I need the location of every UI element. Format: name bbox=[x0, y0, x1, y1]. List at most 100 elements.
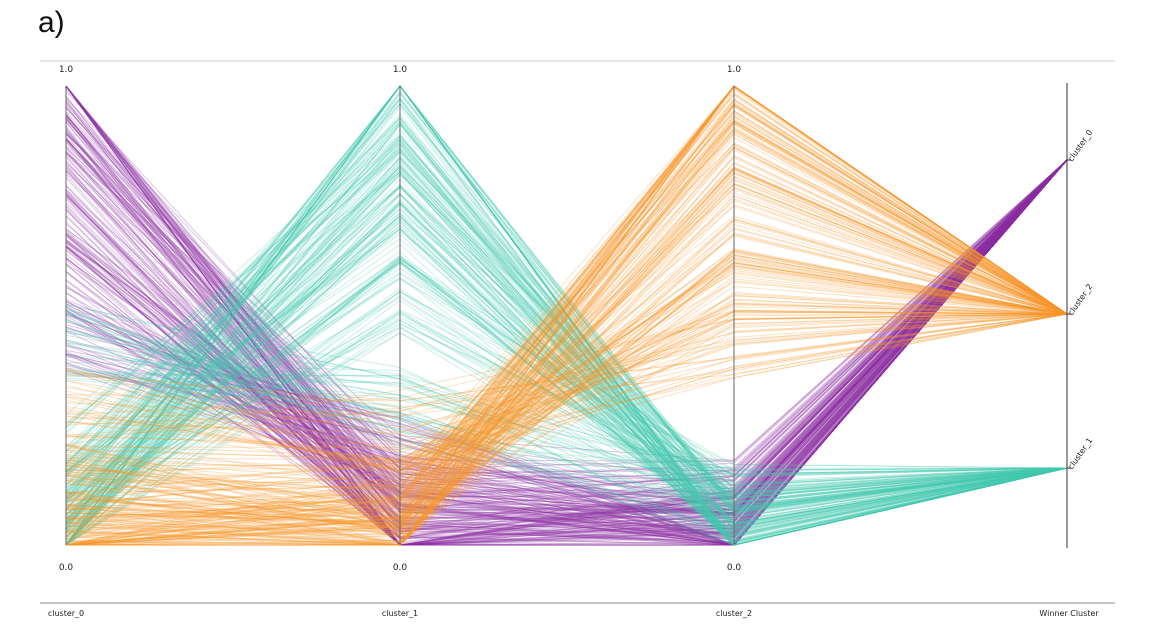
data-line bbox=[65, 128, 1068, 546]
data-line bbox=[65, 193, 1068, 546]
data-line bbox=[65, 171, 1068, 546]
data-line bbox=[65, 167, 1068, 546]
data-line bbox=[65, 159, 1068, 540]
data-line bbox=[65, 313, 1068, 415]
data-line bbox=[65, 159, 1068, 546]
data-line bbox=[65, 161, 1068, 546]
data-line bbox=[65, 167, 1068, 528]
category-label: cluster_2 bbox=[1066, 282, 1094, 317]
data-line bbox=[65, 134, 1068, 546]
data-line bbox=[65, 228, 1068, 546]
data-line bbox=[65, 93, 1068, 538]
data-line bbox=[65, 85, 1068, 546]
data-line bbox=[65, 159, 1068, 539]
data-line bbox=[65, 132, 1068, 511]
data-line bbox=[65, 163, 1068, 546]
data-line bbox=[65, 85, 1068, 545]
data-line bbox=[65, 168, 1068, 543]
data-line bbox=[65, 313, 1068, 402]
data-line bbox=[65, 101, 1068, 546]
data-line bbox=[65, 159, 1068, 546]
data-line bbox=[65, 85, 1068, 546]
data-line bbox=[65, 159, 1068, 534]
data-line bbox=[65, 94, 1068, 524]
data-line bbox=[65, 262, 1068, 530]
data-line bbox=[65, 353, 1068, 499]
data-line bbox=[65, 116, 1068, 546]
data-line bbox=[65, 85, 1068, 543]
data-line bbox=[65, 85, 1068, 515]
data-line bbox=[65, 156, 1068, 540]
data-line bbox=[65, 266, 1068, 516]
data-line bbox=[65, 140, 1068, 546]
data-line bbox=[65, 110, 1068, 526]
data-line bbox=[65, 159, 1068, 546]
data-line bbox=[65, 113, 1068, 546]
data-line bbox=[65, 99, 1068, 546]
axis-min-label: 0.0 bbox=[59, 563, 74, 573]
data-line bbox=[65, 159, 1068, 482]
data-line bbox=[65, 85, 1068, 546]
data-line bbox=[65, 85, 1068, 532]
data-line bbox=[65, 85, 1068, 545]
data-line bbox=[66, 123, 1068, 546]
data-line bbox=[65, 159, 1068, 498]
data-line bbox=[65, 159, 1068, 515]
data-line bbox=[65, 159, 1068, 546]
data-line bbox=[65, 157, 1068, 546]
data-line bbox=[65, 92, 1068, 540]
data-line bbox=[65, 97, 1068, 511]
data-line bbox=[65, 159, 1068, 546]
data-line bbox=[65, 313, 1068, 472]
data-line bbox=[66, 170, 1068, 546]
data-line bbox=[65, 131, 1068, 546]
data-line bbox=[65, 303, 1068, 451]
data-line bbox=[65, 165, 1068, 546]
data-line bbox=[65, 159, 1068, 544]
data-line bbox=[65, 204, 1068, 535]
data-line bbox=[65, 85, 1068, 526]
data-line bbox=[65, 121, 1068, 528]
data-line bbox=[65, 183, 1068, 523]
data-line bbox=[65, 159, 1068, 533]
data-line bbox=[65, 85, 1068, 546]
data-line bbox=[65, 169, 1068, 546]
data-line bbox=[65, 175, 1068, 546]
data-line bbox=[65, 233, 1068, 521]
data-line bbox=[65, 218, 1068, 535]
data-line bbox=[65, 137, 1068, 545]
data-line bbox=[65, 115, 1068, 546]
data-line bbox=[65, 136, 1068, 519]
data-line bbox=[65, 183, 1068, 546]
panel-label: a) bbox=[38, 6, 65, 39]
data-line bbox=[65, 120, 1068, 546]
data-line bbox=[65, 147, 1068, 537]
data-line bbox=[65, 313, 1068, 402]
data-line bbox=[65, 159, 1068, 546]
data-line bbox=[65, 133, 1068, 546]
data-line bbox=[65, 131, 1068, 546]
data-line bbox=[65, 131, 1068, 515]
data-line bbox=[65, 132, 1068, 546]
data-line bbox=[65, 112, 1068, 538]
data-line bbox=[65, 103, 1068, 546]
data-line bbox=[65, 159, 1068, 514]
data-line bbox=[65, 87, 1068, 534]
data-line bbox=[65, 313, 1068, 466]
data-line bbox=[65, 120, 1068, 524]
data-line bbox=[65, 159, 1068, 505]
data-line bbox=[65, 205, 1068, 491]
data-line bbox=[65, 117, 1068, 520]
data-line bbox=[65, 134, 1068, 537]
data-line bbox=[65, 277, 1068, 498]
data-line bbox=[65, 159, 1068, 507]
data-line bbox=[65, 159, 1068, 535]
data-line bbox=[65, 85, 1068, 546]
data-line bbox=[65, 186, 1068, 500]
data-line bbox=[65, 215, 1068, 546]
data-line bbox=[65, 85, 1068, 546]
data-line bbox=[65, 159, 1068, 492]
data-line bbox=[65, 159, 1068, 514]
data-line bbox=[65, 195, 1068, 546]
data-line bbox=[65, 255, 1068, 533]
